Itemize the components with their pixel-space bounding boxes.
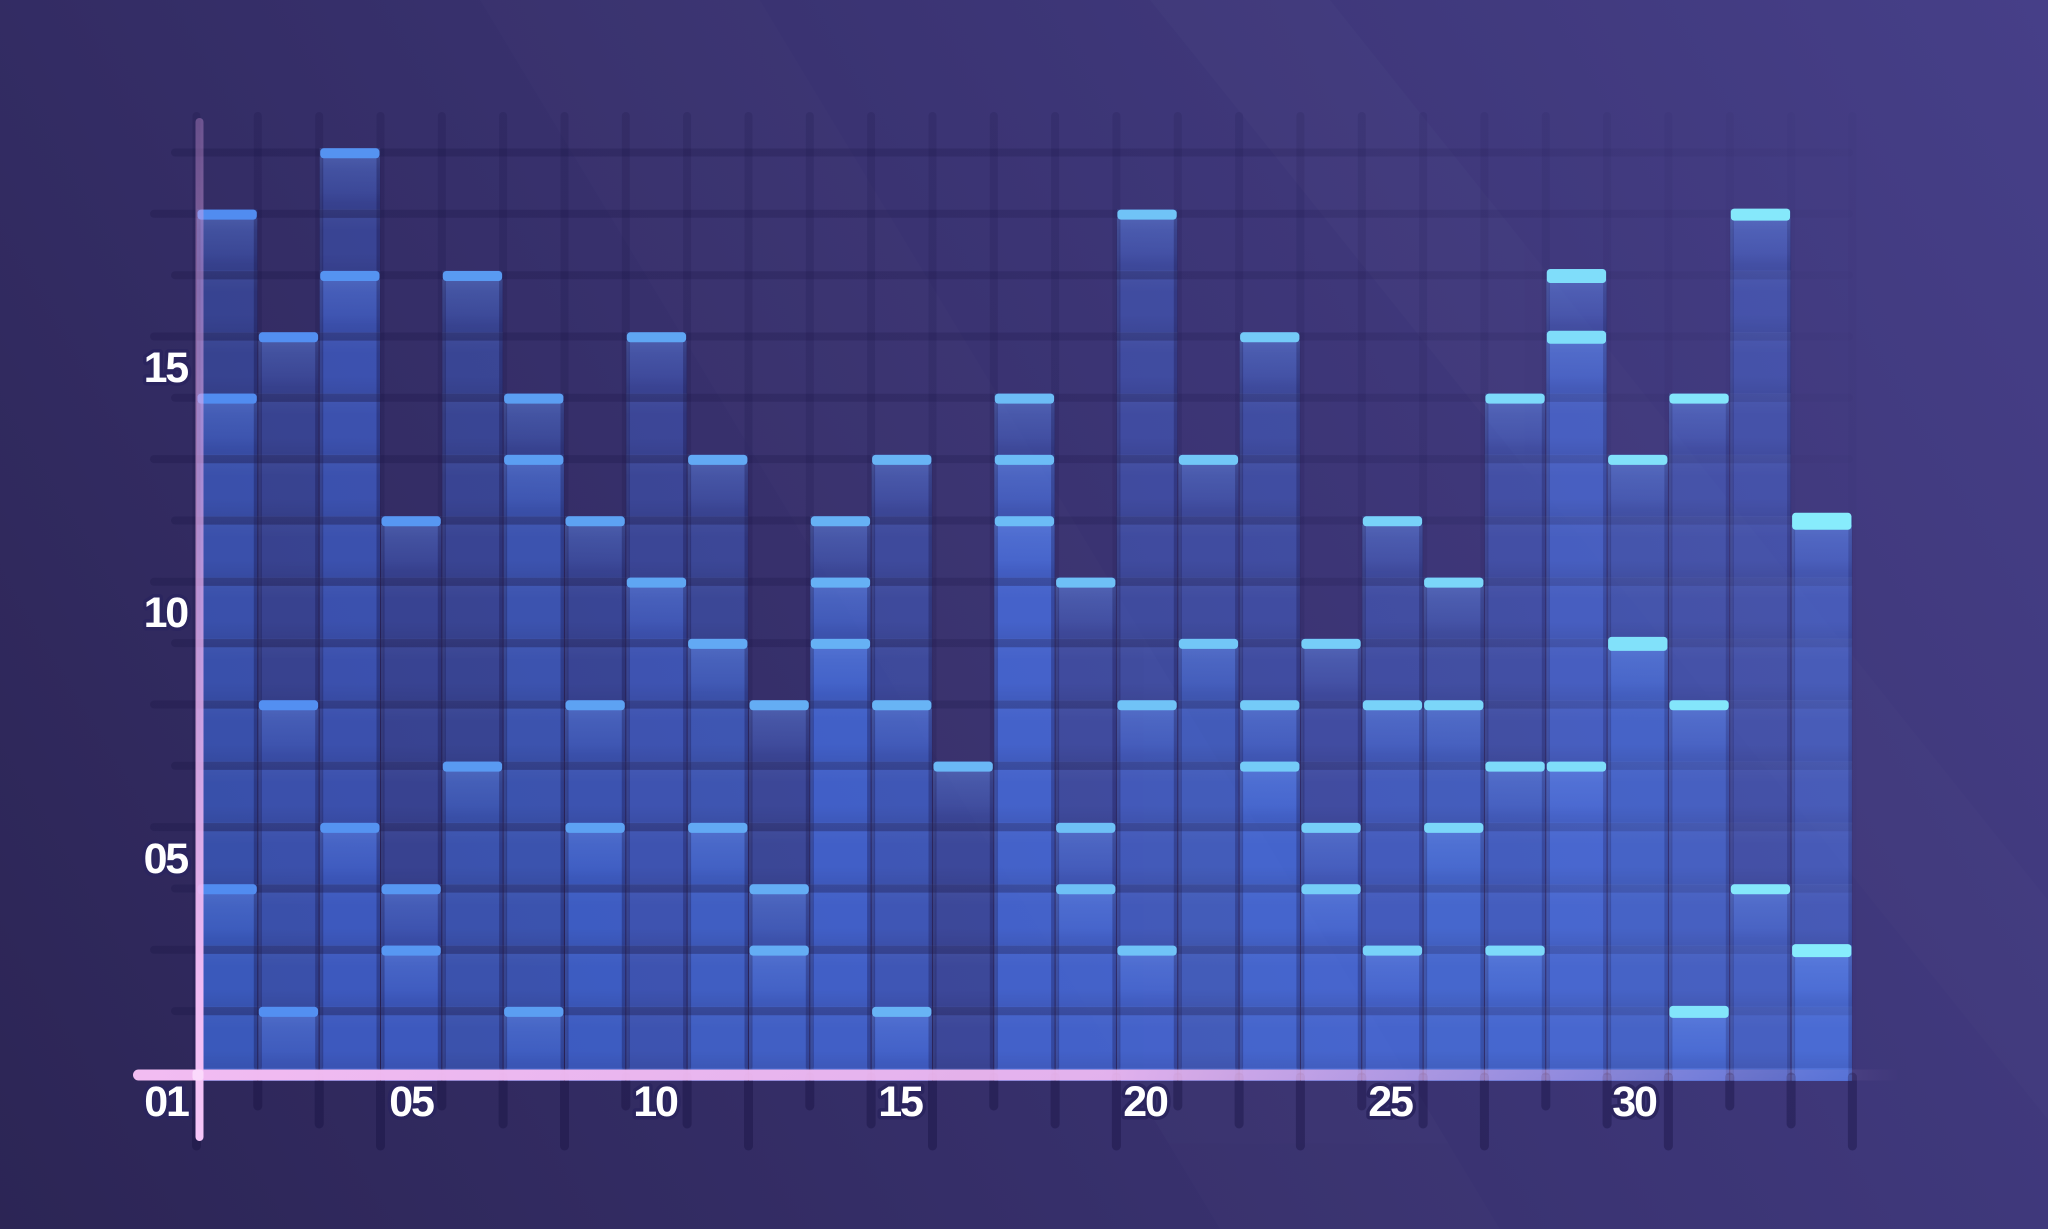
svg-text:15: 15 <box>878 1078 923 1126</box>
svg-text:05: 05 <box>144 835 189 883</box>
svg-text:30: 30 <box>1612 1078 1657 1126</box>
svg-text:01: 01 <box>144 1078 189 1126</box>
svg-text:25: 25 <box>1368 1078 1413 1126</box>
svg-text:05: 05 <box>389 1078 434 1126</box>
svg-text:10: 10 <box>633 1078 678 1126</box>
svg-text:20: 20 <box>1123 1078 1168 1126</box>
svg-text:10: 10 <box>144 589 189 637</box>
svg-text:15: 15 <box>144 344 189 392</box>
